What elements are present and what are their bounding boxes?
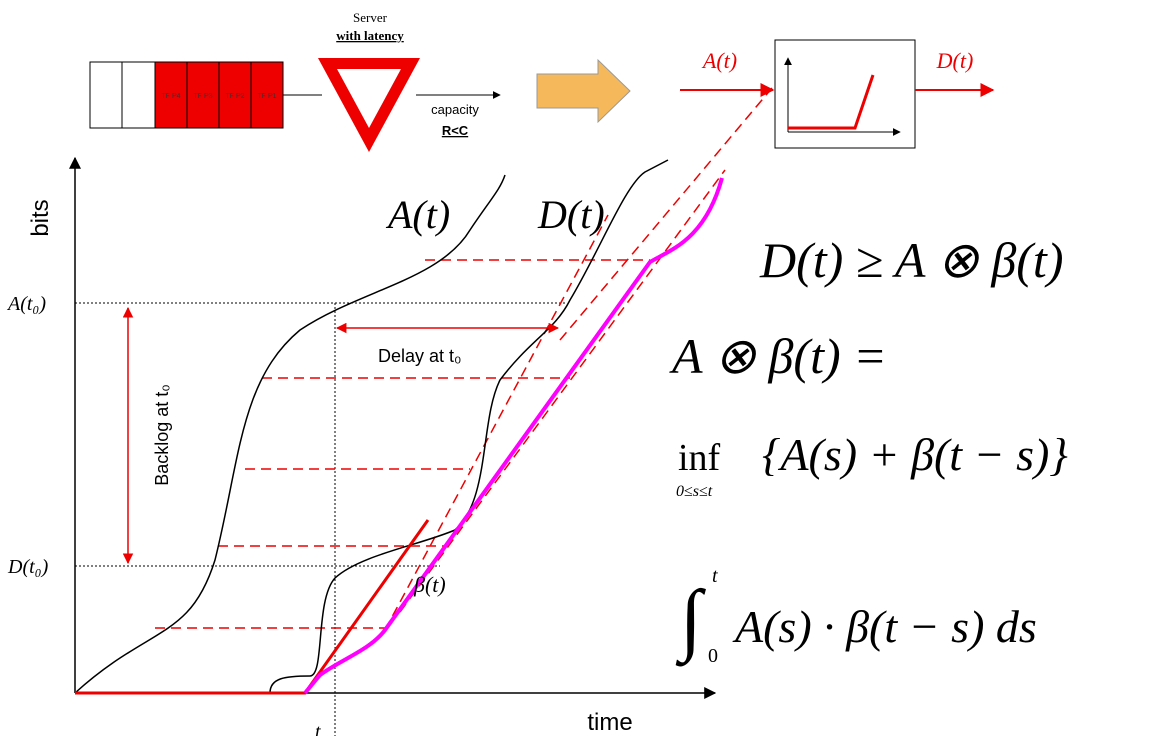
box-output: D(t) [936, 48, 974, 73]
x-label: time [587, 709, 632, 736]
lower-bound [303, 177, 724, 695]
packet-label: TF P3 [193, 93, 212, 100]
departure-label: D(t) [537, 192, 605, 237]
delay-label: Delay at t₀ [378, 346, 462, 366]
formula-bound: D(t) ≥ A ⊗ β(t) [759, 232, 1063, 288]
arrival-curve [74, 174, 506, 694]
slot [89, 61, 123, 129]
system-box [774, 39, 916, 149]
queue [89, 61, 284, 129]
box-curve [788, 74, 875, 130]
dash [384, 214, 609, 631]
formula-inf-range: 0≤s≤t [676, 483, 713, 500]
capacity-label: capacity [431, 102, 479, 117]
dash [559, 87, 773, 341]
packet [154, 61, 188, 129]
packet-label: TF P4 [161, 93, 180, 100]
server-emphasis: with latency [336, 28, 404, 43]
server-title: Server [353, 10, 388, 25]
packet [218, 61, 252, 129]
formula-int-body: A(s) · β(t − s) ds [732, 601, 1037, 652]
formula-integral: ∫ [675, 575, 707, 667]
formula-int-upper: t [712, 565, 718, 587]
departure-curve [269, 159, 669, 694]
y-label: bits [27, 199, 54, 236]
a-t0: A(t₀) [6, 293, 46, 315]
formula-inf-body: {A(s) + β(t − s)} [762, 429, 1068, 480]
packet-label: TF P2 [225, 93, 244, 100]
formula-conv: A ⊗ β(t) = [669, 328, 887, 384]
box-input: A(t) [701, 48, 737, 73]
server-inner [337, 69, 401, 128]
dash [399, 169, 726, 613]
dashes [155, 87, 773, 631]
packet-labels: TF P4 TF P3 TF P2 TF P1 [161, 93, 276, 100]
packet [186, 61, 220, 129]
capacity-value: R<C [442, 123, 469, 138]
d-t0: D(t₀) [7, 556, 49, 578]
big-arrow [536, 58, 631, 124]
service-label: β(t) [413, 572, 446, 597]
arrival-label: A(t) [385, 192, 450, 237]
formula-int-lower: 0 [708, 645, 718, 667]
backlog-label: Backlog at t₀ [152, 384, 172, 486]
packet-label: TF P1 [257, 93, 276, 100]
slot [121, 61, 156, 129]
formula-inf: inf [678, 437, 721, 479]
t0: t [315, 721, 321, 736]
